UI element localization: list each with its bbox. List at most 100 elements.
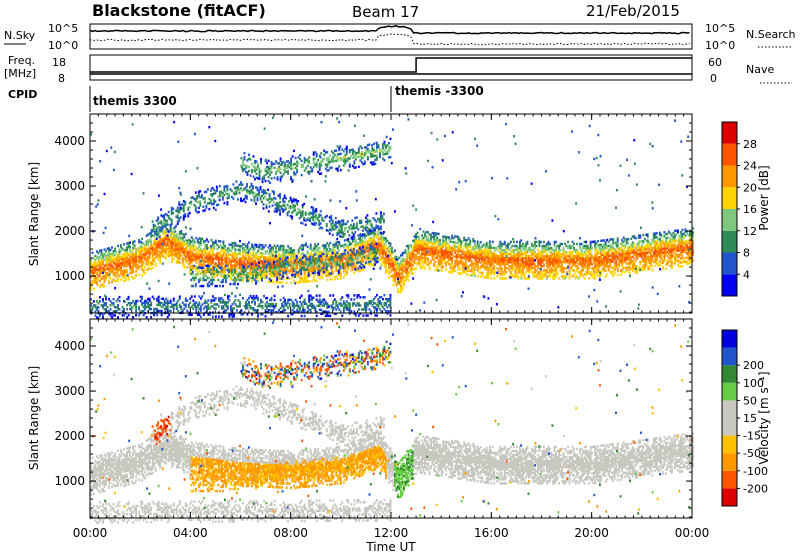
power-cell (231, 274, 234, 277)
power-cell (111, 254, 113, 257)
power-cell (223, 250, 226, 254)
power-cell (148, 254, 151, 258)
power-cell (189, 253, 192, 257)
power-cell (442, 265, 445, 269)
power-cell (321, 250, 324, 253)
power-cell (168, 238, 171, 242)
power-cell (490, 250, 493, 254)
power-cell (257, 280, 259, 283)
noise-right-tick-bottom: 10^0 (705, 39, 735, 52)
power-cell (123, 253, 126, 256)
power-cell (195, 236, 198, 240)
power-cell (189, 243, 192, 247)
power-cell (150, 267, 153, 271)
power-cell (258, 257, 261, 261)
power-cell (248, 277, 250, 281)
power-cell (175, 245, 178, 248)
power-cell (235, 276, 238, 280)
power-cell (109, 256, 112, 260)
power-cell (136, 265, 139, 269)
power-cell (604, 269, 607, 272)
power-cell (238, 248, 241, 252)
power-cell (201, 257, 204, 261)
power-cell (129, 249, 132, 252)
power-cell (103, 278, 106, 282)
power-cell (261, 252, 264, 255)
power-cell (156, 253, 159, 256)
power-cell (222, 242, 225, 246)
power-cell (112, 278, 115, 281)
power-cell (225, 255, 228, 258)
power-cell (93, 269, 95, 272)
power-cell (245, 251, 247, 254)
power-cell (216, 247, 219, 251)
power-cell (114, 267, 116, 271)
power-cell (451, 234, 454, 238)
power-cell (142, 248, 145, 252)
power-cell (144, 243, 147, 247)
power-cell (165, 250, 168, 254)
power-cell (211, 271, 214, 274)
power-cell (90, 262, 92, 265)
power-cell (90, 286, 92, 289)
power-cell (207, 250, 210, 254)
power-cell (165, 248, 168, 252)
power-cell (193, 240, 196, 244)
power-cell (106, 267, 109, 271)
power-cell (219, 252, 222, 255)
power-cell (171, 240, 174, 243)
power-cell (273, 268, 276, 272)
power-cell (168, 228, 171, 231)
power-cell (231, 253, 234, 257)
power-cell (160, 252, 163, 255)
power-cell (257, 255, 259, 259)
power-cell (189, 251, 192, 255)
power-cell (210, 255, 213, 258)
power-cell (192, 244, 195, 248)
power-cell (147, 243, 150, 247)
power-cell (99, 255, 101, 259)
power-cell (169, 243, 172, 247)
cpid-label: CPID (8, 88, 37, 101)
power-cell (156, 243, 159, 246)
power-cell (273, 274, 276, 278)
power-cell (102, 283, 104, 286)
power-cell (171, 256, 174, 260)
power-cell (100, 277, 103, 280)
power-cell (515, 240, 518, 244)
power-cell (178, 245, 181, 248)
power-cell (94, 271, 97, 274)
power-cell (151, 252, 154, 255)
power-cell (448, 236, 451, 239)
power-cell (148, 246, 151, 249)
station-title: Blackstone (fitACF) (92, 1, 266, 20)
power-cell (214, 255, 217, 259)
power-cell (159, 236, 162, 240)
power-cell (309, 273, 312, 277)
power-cell (436, 236, 439, 239)
power-cell (237, 248, 240, 252)
power-cell (169, 241, 172, 244)
power-cell (175, 253, 178, 256)
power-cell (279, 254, 282, 258)
power-cell (561, 242, 563, 246)
power-cell (124, 260, 127, 264)
power-cell (126, 260, 129, 263)
power-cell (121, 261, 124, 265)
power-cell (108, 247, 110, 250)
power-cell (148, 248, 151, 251)
power-cell (171, 242, 174, 245)
power-cell (145, 250, 148, 254)
power-cell (211, 267, 214, 270)
power-cell (102, 260, 104, 264)
power-cell (139, 244, 142, 248)
power-cell (112, 270, 115, 273)
power-cell (275, 250, 278, 254)
power-cell (126, 258, 129, 261)
power-cell (269, 250, 271, 253)
power-cell (217, 258, 220, 261)
power-cell (154, 238, 157, 241)
power-cell (384, 237, 387, 240)
power-cell (144, 245, 147, 249)
power-cell (138, 249, 141, 252)
